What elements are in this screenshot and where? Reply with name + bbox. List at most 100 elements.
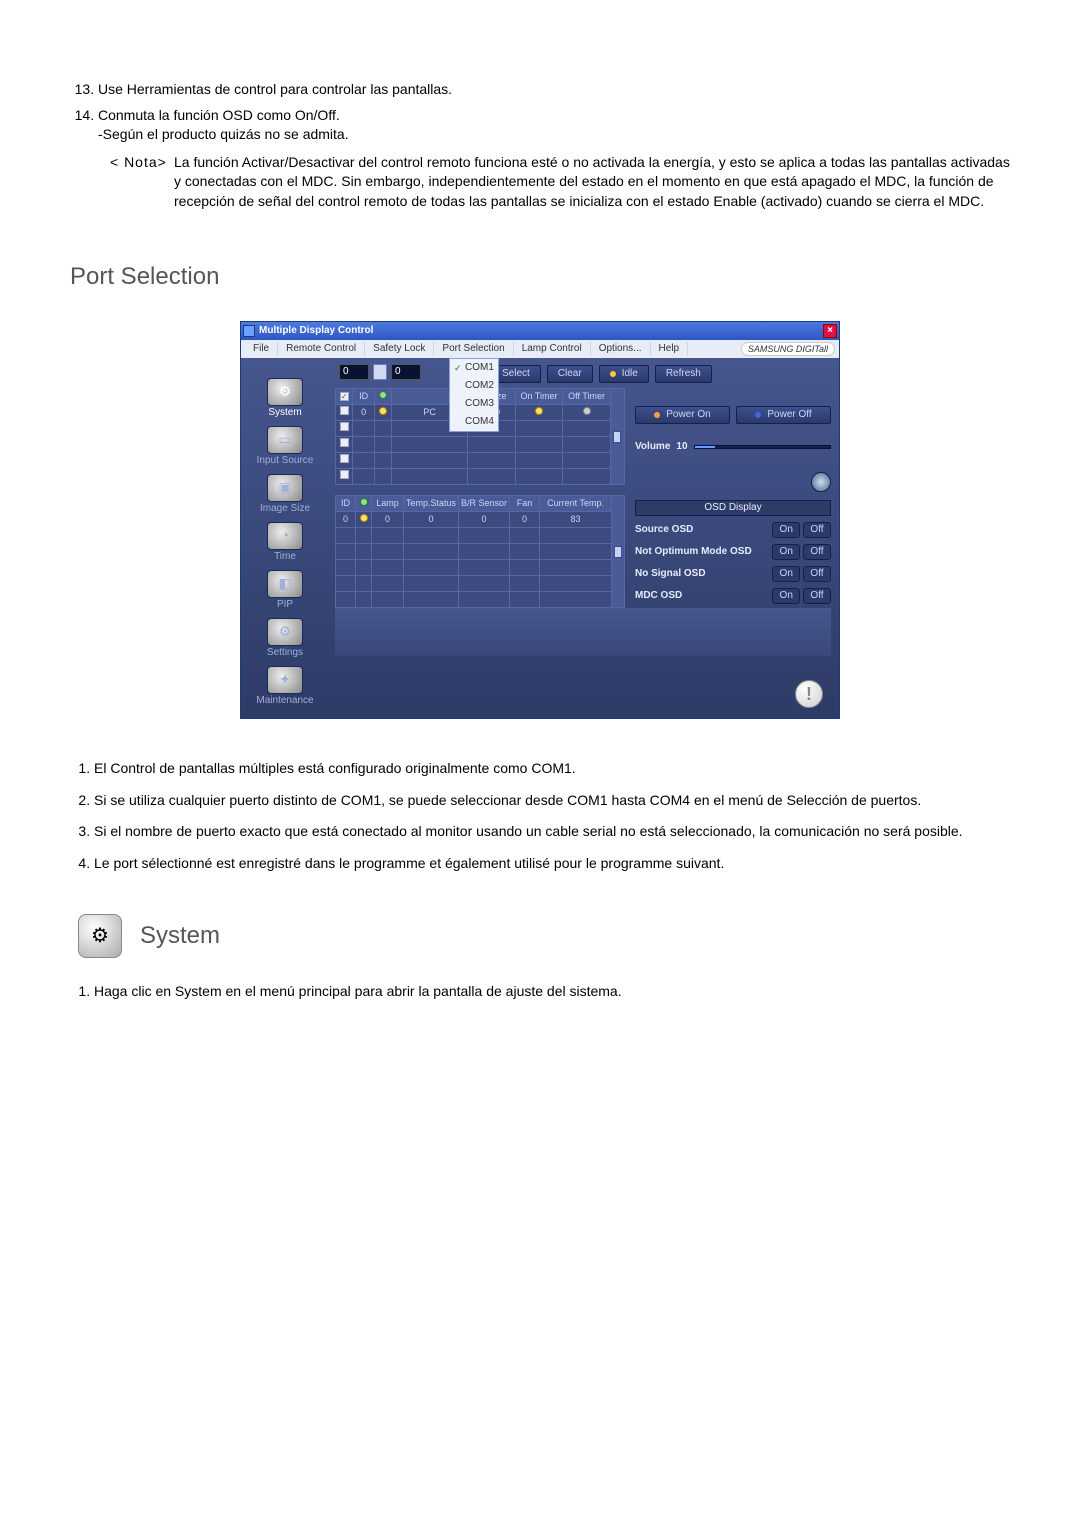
table-row[interactable] xyxy=(336,528,625,544)
sidebar-item-label: Maintenance xyxy=(256,694,313,708)
sidebar-item-maintenance[interactable]: ✦ Maintenance xyxy=(256,666,313,708)
sidebar-item-time[interactable]: ◔ Time xyxy=(267,522,303,564)
osd-off-button[interactable]: Off xyxy=(803,588,831,604)
port-option-com2-label: COM2 xyxy=(465,379,494,393)
sidebar-item-pip[interactable]: ◧ PIP xyxy=(267,570,303,612)
scrollbar[interactable] xyxy=(610,389,624,485)
lamp-icon xyxy=(379,391,387,399)
lamp-icon xyxy=(360,498,368,506)
port-option-com3[interactable]: COM3 xyxy=(450,395,498,413)
clear-button[interactable]: Clear xyxy=(547,365,593,383)
menu-options[interactable]: Options... xyxy=(591,342,651,356)
menu-file[interactable]: File xyxy=(245,342,278,356)
osd-row-mdc: MDC OSD On Off xyxy=(635,588,831,604)
th-lamp xyxy=(374,389,391,405)
id-from-input[interactable]: 0 xyxy=(339,364,369,380)
maintenance-icon: ✦ xyxy=(267,666,303,694)
menu-remote-control[interactable]: Remote Control xyxy=(278,342,365,356)
scroll-thumb[interactable] xyxy=(614,546,622,558)
titlebar[interactable]: Multiple Display Control × xyxy=(241,322,839,340)
id-selector-row: 0 ▾ 0 xyxy=(339,364,421,380)
lamp-icon xyxy=(535,407,543,415)
system-list: Haga clic en System en el menú principal… xyxy=(70,982,1010,1002)
checkbox-icon[interactable] xyxy=(340,392,349,401)
osd-on-button[interactable]: On xyxy=(772,522,800,538)
checkbox-icon[interactable] xyxy=(340,422,349,431)
osd-on-button[interactable]: On xyxy=(772,566,800,582)
cell-id2: 0 xyxy=(336,512,356,528)
nota-row: < Nota> La función Activar/Desactivar de… xyxy=(110,153,1010,212)
port-option-com2[interactable]: COM2 xyxy=(450,377,498,395)
osd-on-button[interactable]: On xyxy=(772,588,800,604)
table-row[interactable] xyxy=(336,560,625,576)
right-panel: Power On Power Off Volume 10 OSD Display… xyxy=(631,384,831,604)
port-selection-dropdown[interactable]: ✓COM1 COM2 COM3 COM4 xyxy=(449,358,499,432)
scrollbar[interactable] xyxy=(612,496,625,608)
th-on-timer: On Timer xyxy=(515,389,563,405)
volume-row: Volume 10 xyxy=(635,440,831,454)
checkbox-icon[interactable] xyxy=(340,454,349,463)
table-row[interactable] xyxy=(336,453,625,469)
app-footer xyxy=(335,608,831,656)
sidebar-item-settings[interactable]: ⚙ Settings xyxy=(267,618,303,660)
power-off-button[interactable]: Power Off xyxy=(736,406,831,424)
menu-lamp-control[interactable]: Lamp Control xyxy=(514,342,591,356)
id-to-input[interactable]: 0 xyxy=(391,364,421,380)
menu-safety-lock[interactable]: Safety Lock xyxy=(365,342,434,356)
table-row[interactable] xyxy=(336,544,625,560)
menubar: File Remote Control Safety Lock Port Sel… xyxy=(241,340,839,358)
sidebar-item-label: Image Size xyxy=(260,502,310,516)
alert-icon[interactable]: ! xyxy=(795,680,823,708)
th-lamp2-icon xyxy=(356,496,372,512)
osd-off-button[interactable]: Off xyxy=(803,566,831,582)
osd-on-button[interactable]: On xyxy=(772,544,800,560)
idle-button[interactable]: Idle xyxy=(599,365,649,383)
checkbox-icon[interactable] xyxy=(340,406,349,415)
speaker-icon[interactable] xyxy=(811,472,831,492)
idle-button-label: Idle xyxy=(622,367,638,381)
image-size-icon: ▣ xyxy=(267,474,303,502)
checkbox-icon[interactable] xyxy=(340,470,349,479)
sidebar-item-label: Settings xyxy=(267,646,303,660)
cell-id: 0 xyxy=(353,405,375,421)
checkbox-icon[interactable] xyxy=(340,438,349,447)
power-on-button[interactable]: Power On xyxy=(635,406,730,424)
menu-help[interactable]: Help xyxy=(651,342,689,356)
sidebar: ⚙ System ▭ Input Source ▣ Image Size ◔ T… xyxy=(241,358,329,718)
app-window: Multiple Display Control × File Remote C… xyxy=(240,321,840,719)
time-icon: ◔ xyxy=(267,522,303,550)
th-id2: ID xyxy=(336,496,356,512)
osd-display-header: OSD Display xyxy=(635,500,831,516)
th-temp-status: Temp.Status xyxy=(404,496,459,512)
th-check[interactable] xyxy=(336,389,353,405)
volume-slider[interactable] xyxy=(694,445,831,449)
pip-icon: ◧ xyxy=(267,570,303,598)
port-option-com1[interactable]: ✓COM1 xyxy=(450,359,498,377)
cell-lamp: 0 xyxy=(372,512,404,528)
table-row[interactable] xyxy=(336,592,625,608)
port-option-com1-label: COM1 xyxy=(465,361,494,375)
refresh-button[interactable]: Refresh xyxy=(655,365,712,383)
th-current-temp: Current Temp. xyxy=(540,496,612,512)
port-option-com4[interactable]: COM4 xyxy=(450,413,498,431)
osd-off-button[interactable]: Off xyxy=(803,522,831,538)
th-off-timer: Off Timer xyxy=(563,389,611,405)
table-row[interactable] xyxy=(336,576,625,592)
sidebar-item-system[interactable]: ⚙ System xyxy=(267,378,303,420)
menu-port-selection[interactable]: Port Selection xyxy=(434,342,513,356)
osd-row-no-signal: No Signal OSD On Off xyxy=(635,566,831,582)
table-row[interactable] xyxy=(336,469,625,485)
scroll-thumb[interactable] xyxy=(613,431,621,443)
sidebar-item-image-size[interactable]: ▣ Image Size xyxy=(260,474,310,516)
id-dropdown-button[interactable]: ▾ xyxy=(373,364,387,380)
intro-item-13-text: Use Herramientas de control para control… xyxy=(98,81,452,97)
sidebar-item-input-source[interactable]: ▭ Input Source xyxy=(257,426,314,468)
post-item-2: Si se utiliza cualquier puerto distinto … xyxy=(94,791,1010,811)
brand-label: SAMSUNG DIGITall xyxy=(741,342,835,357)
post-item-3: Si el nombre de puerto exacto que está c… xyxy=(94,822,1010,842)
lamp-icon xyxy=(583,407,591,415)
table-row[interactable]: 0 0 0 0 0 83 xyxy=(336,512,625,528)
app-screenshot: Multiple Display Control × File Remote C… xyxy=(70,321,1010,719)
table-row[interactable] xyxy=(336,437,625,453)
close-icon[interactable]: × xyxy=(823,324,837,338)
